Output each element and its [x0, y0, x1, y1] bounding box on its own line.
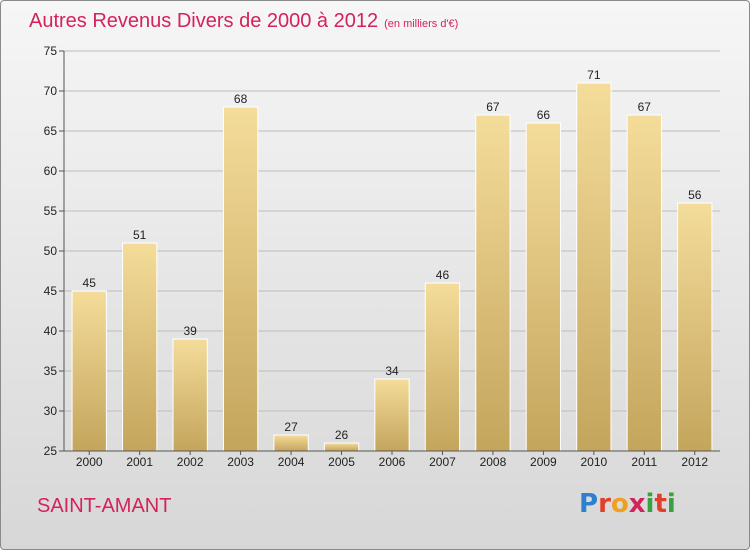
chart-title: Autres Revenus Divers de 2000 à 2012 (en … [29, 10, 458, 33]
y-tick-label: 25 [44, 444, 58, 458]
logo-letter: x [628, 489, 646, 519]
y-tick-label: 40 [44, 324, 58, 338]
city-name: SAINT-AMANT [37, 495, 172, 517]
logo-letter: r [598, 489, 611, 519]
y-tick-label: 70 [44, 84, 58, 98]
x-tick-label: 2004 [278, 455, 305, 469]
data-label: 66 [537, 108, 551, 122]
y-tick-label: 75 [44, 44, 58, 58]
data-label: 51 [133, 228, 147, 242]
y-tick-label: 50 [44, 244, 58, 258]
data-label: 27 [284, 420, 298, 434]
title-text: Autres Revenus Divers de 2000 à 2012 [29, 10, 379, 32]
x-tick-label: 2008 [480, 455, 507, 469]
x-tick-label: 2006 [379, 455, 406, 469]
x-tick-label: 2012 [681, 455, 708, 469]
bar-2012 [677, 202, 713, 452]
bar-2000 [71, 290, 107, 452]
data-label: 67 [486, 100, 500, 114]
bar-2009 [525, 122, 562, 452]
x-axis: 2000 2001 2002 2003 2004 2005 2006 2007 2008 2009… [64, 450, 720, 469]
data-label: 67 [638, 100, 652, 114]
logo-letter: i [666, 489, 676, 519]
x-tick-label: 2002 [177, 455, 204, 469]
data-label: 45 [83, 276, 97, 290]
data-label: 68 [234, 92, 248, 106]
bar-2007 [424, 282, 461, 452]
x-tick-label: 2001 [126, 455, 153, 469]
x-tick-label: 2003 [227, 455, 254, 469]
logo-letter: P [579, 489, 599, 519]
logo-letter: i [645, 489, 655, 519]
bar-2008 [475, 114, 511, 452]
y-axis: 25 30 35 40 45 50 55 60 65 70 75 [44, 44, 65, 458]
bars: 45 51 39 68 27 26 34 46 67 66 71 67 56 [71, 68, 713, 452]
x-tick-label: 2010 [580, 455, 607, 469]
y-tick-label: 60 [44, 164, 58, 178]
data-label: 26 [335, 428, 349, 442]
x-tick-label: 2007 [429, 455, 456, 469]
bar-2003 [222, 106, 259, 452]
bar-2004 [273, 434, 309, 452]
y-tick-label: 35 [44, 364, 58, 378]
bar-2005 [323, 442, 360, 452]
bar-2010 [576, 82, 612, 452]
x-tick-label: 2009 [530, 455, 557, 469]
logo-letter: o [610, 489, 629, 519]
data-label: 39 [183, 324, 197, 338]
bar-2011 [626, 114, 662, 452]
proxiti-logo: Proxiti [579, 489, 676, 519]
data-label: 56 [688, 188, 702, 202]
logo-letter: t [654, 489, 667, 519]
title-unit: (en milliers d'€) [384, 18, 459, 30]
x-tick-label: 2011 [631, 455, 657, 469]
bar-2001 [122, 242, 158, 452]
y-tick-label: 55 [44, 204, 58, 218]
y-tick-label: 30 [44, 404, 58, 418]
y-tick-label: 65 [44, 124, 58, 138]
y-tick-label: 45 [44, 284, 58, 298]
data-label: 46 [436, 268, 450, 282]
bar-2006 [374, 378, 410, 452]
data-label: 34 [385, 364, 399, 378]
x-tick-label: 2000 [76, 455, 103, 469]
bar-2002 [172, 338, 208, 452]
x-tick-label: 2005 [328, 455, 355, 469]
data-label: 71 [587, 68, 601, 82]
